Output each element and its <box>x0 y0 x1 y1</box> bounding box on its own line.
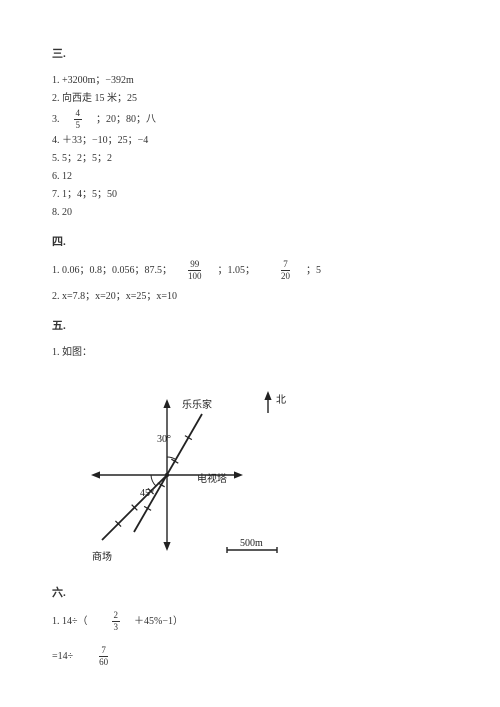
coordinate-diagram: 北 乐乐家 30° 电视塔 45° 商场 500m <box>62 370 302 570</box>
section-five-head: 五. <box>52 318 448 335</box>
text: ；5 <box>306 263 321 278</box>
text: 1. 0.06；0.8；0.056；87.5； <box>52 263 172 278</box>
svg-text:45°: 45° <box>140 488 154 499</box>
six-line-1: 1. 14÷（ 2 3 ＋45%−1） <box>52 611 448 632</box>
svg-text:商场: 商场 <box>92 550 112 563</box>
five-subtitle: 1. 如图： <box>52 345 448 360</box>
text: −392m <box>105 73 133 88</box>
three-line-8: 8. 20 <box>52 205 448 220</box>
three-line-3: 3. 4 5 ；20；80；八 <box>52 109 448 130</box>
six-line-2: =14÷ 7 60 <box>52 646 448 667</box>
text: 1. +3200m； <box>52 73 105 88</box>
three-line-4: 4. ＋33；−10；25；−4 <box>52 133 448 148</box>
text: =14÷ <box>52 649 73 664</box>
diagram-container: 北 乐乐家 30° 电视塔 45° 商场 500m <box>62 370 448 575</box>
text: 1. 14÷（ <box>52 614 88 629</box>
text: ；1.05； <box>218 263 256 278</box>
fraction: 4 5 <box>74 109 83 130</box>
numerator: 2 <box>112 611 121 622</box>
denominator: 20 <box>279 271 292 281</box>
svg-text:30°: 30° <box>157 434 171 445</box>
three-line-2: 2. 向西走 15 米；25 <box>52 91 448 106</box>
denominator: 60 <box>97 657 110 667</box>
three-line-5: 5. 5；2；5；2 <box>52 151 448 166</box>
text: ；20；80；八 <box>96 112 156 127</box>
text: ＋45%−1） <box>134 614 183 629</box>
fraction: 7 20 <box>279 260 292 281</box>
svg-text:乐乐家: 乐乐家 <box>182 398 212 411</box>
svg-text:北: 北 <box>276 394 286 406</box>
text: 3. <box>52 112 60 127</box>
fraction: 99 100 <box>186 260 204 281</box>
numerator: 7 <box>281 260 290 271</box>
fraction: 7 60 <box>97 646 110 667</box>
numerator: 4 <box>74 109 83 120</box>
svg-text:电视塔: 电视塔 <box>197 472 227 485</box>
fraction: 2 3 <box>112 611 121 632</box>
svg-text:500m: 500m <box>240 538 263 549</box>
four-line-1: 1. 0.06；0.8；0.056；87.5； 99 100 ；1.05； 7 … <box>52 260 448 281</box>
four-line-2: 2. x=7.8；x=20；x=25；x=10 <box>52 289 448 304</box>
numerator: 7 <box>99 646 108 657</box>
denominator: 5 <box>74 120 83 130</box>
numerator: 99 <box>188 260 201 271</box>
three-line-1: 1. +3200m； −392m <box>52 73 448 88</box>
three-line-6: 6. 12 <box>52 169 448 184</box>
denominator: 100 <box>186 271 204 281</box>
denominator: 3 <box>112 622 121 632</box>
section-six-head: 六. <box>52 585 448 602</box>
section-four-head: 四. <box>52 234 448 251</box>
three-line-7: 7. 1；4；5；50 <box>52 187 448 202</box>
section-three-head: 三. <box>52 46 448 63</box>
